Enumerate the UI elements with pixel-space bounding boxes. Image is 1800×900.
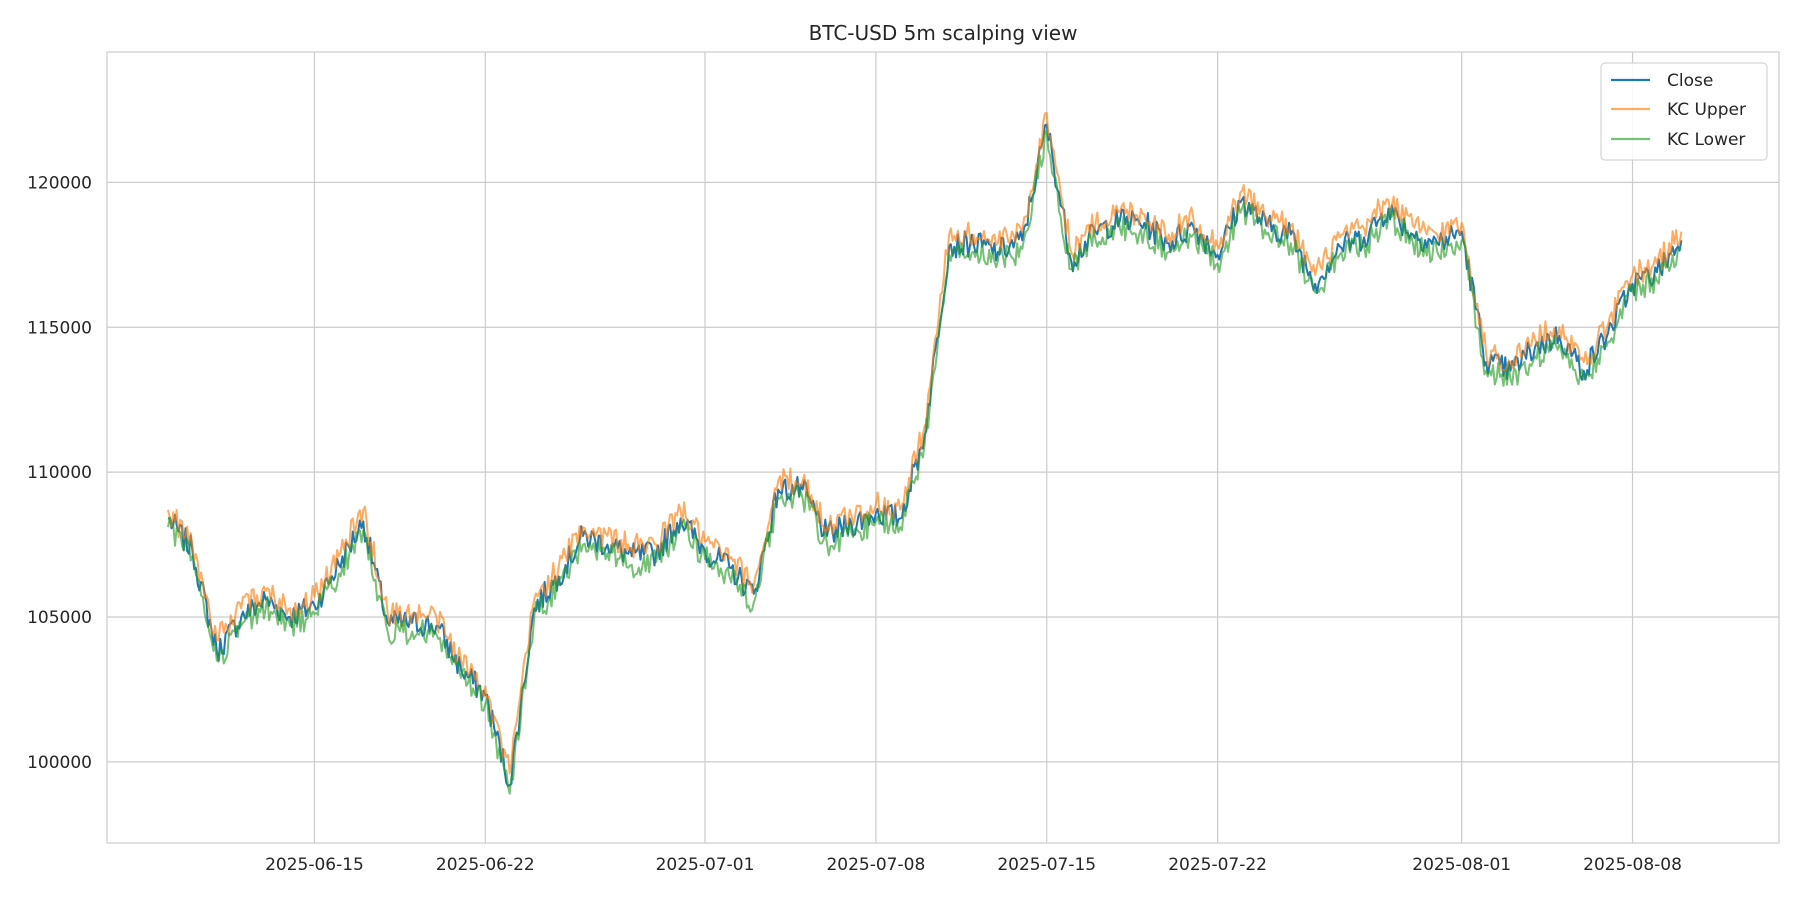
legend-box — [1600, 62, 1768, 161]
plot-area-frame — [106, 51, 1780, 844]
x-tick-label: 2025-07-01 — [656, 855, 755, 875]
y-tick-label: 105000 — [27, 608, 92, 628]
grid — [107, 52, 1779, 843]
x-tick-label: 2025-07-22 — [1168, 855, 1267, 875]
chart-title: BTC-USD 5m scalping view — [809, 21, 1078, 45]
y-tick-label: 115000 — [27, 318, 92, 338]
x-tick-label: 2025-08-01 — [1412, 855, 1511, 875]
series-line-kc-upper — [167, 111, 1683, 775]
series-group — [167, 111, 1683, 795]
legend-label-kc-lower: KC Lower — [1667, 130, 1745, 150]
legend: Close KC Upper KC Lower — [1600, 62, 1768, 161]
y-tick-label: 100000 — [27, 753, 92, 773]
y-tick-label: 120000 — [27, 173, 92, 193]
legend-label-close: Close — [1667, 71, 1713, 91]
legend-label-kc-upper: KC Upper — [1667, 100, 1746, 120]
x-tick-label: 2025-07-15 — [997, 855, 1096, 875]
x-tick-label: 2025-06-22 — [436, 855, 535, 875]
y-tick-label: 110000 — [27, 463, 92, 483]
series-line-kc-lower — [167, 129, 1682, 795]
x-tick-label: 2025-06-15 — [265, 855, 364, 875]
y-axis-ticks: 100000 105000 110000 115000 120000 — [27, 173, 92, 772]
x-axis-ticks: 2025-06-15 2025-06-22 2025-07-01 2025-07-08… — [265, 855, 1682, 875]
x-tick-label: 2025-07-08 — [826, 855, 925, 875]
x-tick-label: 2025-08-08 — [1583, 855, 1682, 875]
